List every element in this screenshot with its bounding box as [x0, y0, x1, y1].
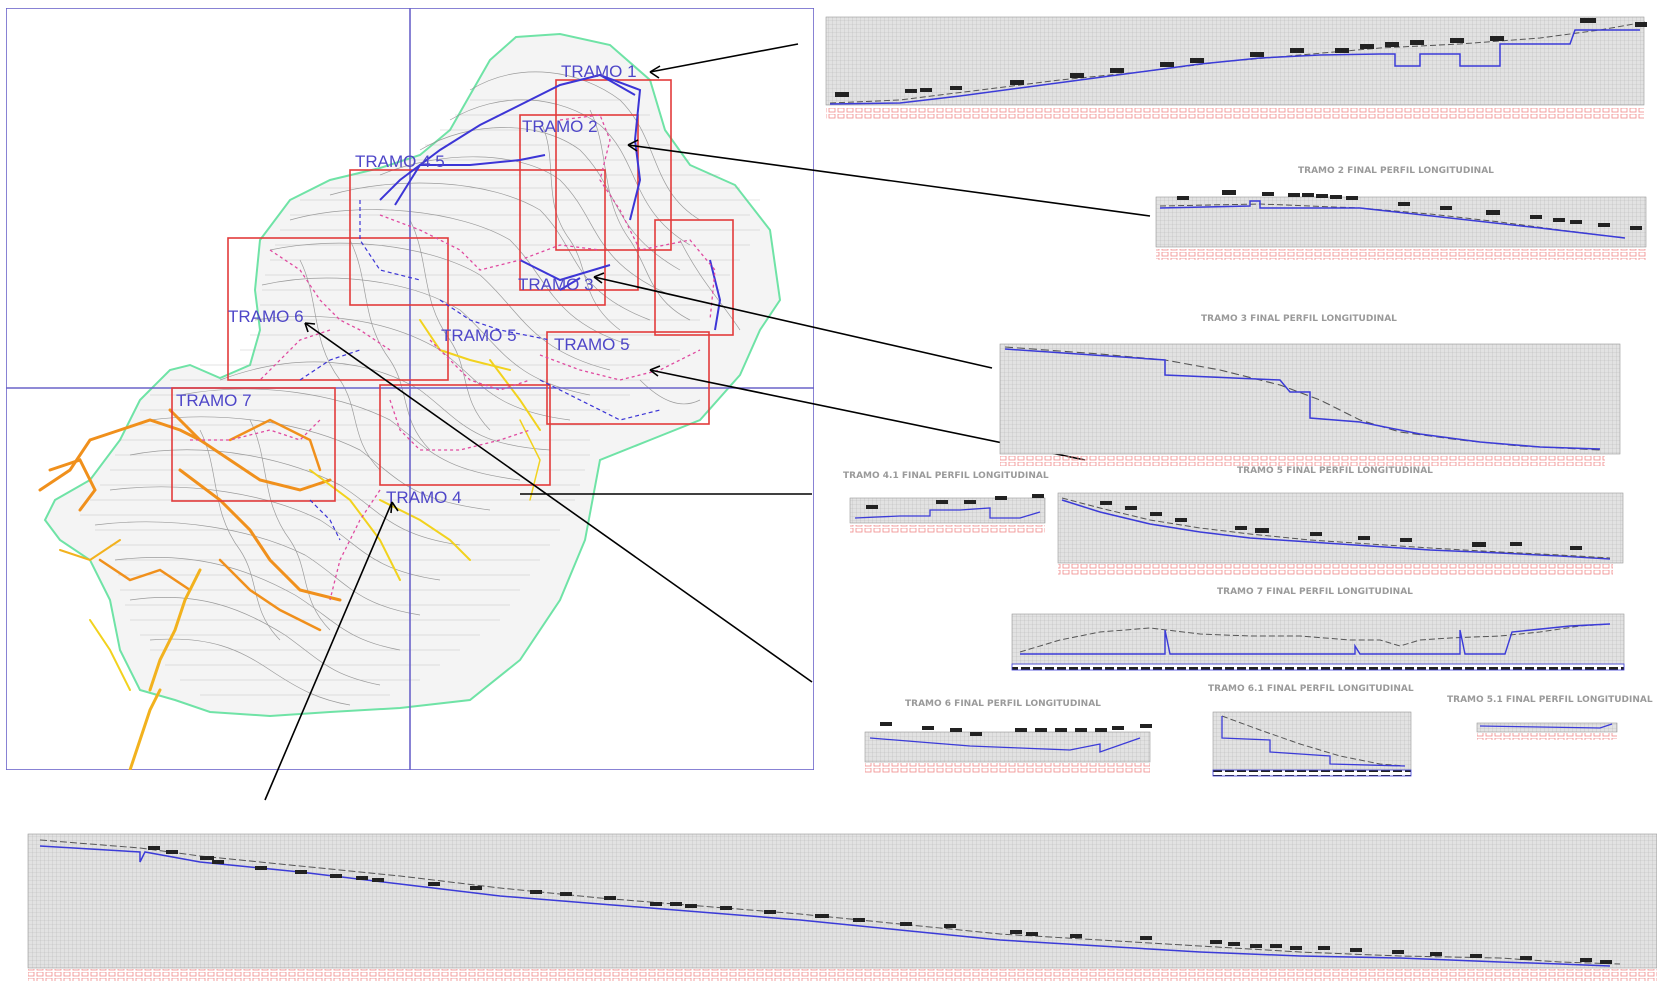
profile-tramo-5-1-stations	[1477, 733, 1617, 740]
map-label-tramo-6: TRAMO 6	[228, 307, 304, 326]
map-label-tramo-4: TRAMO 4	[386, 488, 462, 507]
profile-tramo-4-pipe	[39, 845, 1611, 967]
profile-tramo-2	[1155, 190, 1647, 260]
profile-tramo-6-1-stations	[1212, 769, 1412, 777]
profile-title-tramo-5-1: TRAMO 5.1 FINAL PERFIL LONGITUDINAL	[1447, 695, 1653, 705]
map-label-tramo-2: TRAMO 2	[522, 117, 598, 136]
profile-tramo-2-markers	[1177, 190, 1642, 230]
profile-tramo-5-1	[1476, 722, 1618, 740]
profile-tramo-7-terrain	[1019, 623, 1611, 653]
profile-tramo-5-pipe	[1061, 499, 1611, 560]
profile-tramo-5-1-pipe	[1479, 723, 1613, 729]
profile-title-tramo-6: TRAMO 6 FINAL PERFIL LONGITUDINAL	[905, 699, 1101, 709]
profile-tramo-4-markers	[148, 846, 1612, 964]
profile-tramo-6	[864, 722, 1152, 773]
map-label-tramo-5-b: TRAMO 5	[554, 335, 630, 354]
profile-tramo-5-stations	[1058, 564, 1613, 575]
profile-tramo-4-1	[849, 494, 1046, 534]
profile-tramo-6-markers	[880, 722, 1152, 736]
profile-tramo-6-pipe	[869, 737, 1141, 753]
sewer-network-dashed	[190, 114, 716, 601]
profile-tramo-6-1-terrain	[1221, 715, 1406, 767]
map-label-tramo-1: TRAMO 1	[561, 62, 637, 81]
profile-tramo-3	[999, 343, 1621, 466]
profile-tramo-4	[27, 833, 1657, 981]
profile-tramo-5-grid	[1057, 492, 1624, 564]
profile-tramo-1-markers	[835, 18, 1647, 97]
profile-title-tramo-2: TRAMO 2 FINAL PERFIL LONGITUDINAL	[1298, 166, 1494, 176]
profile-tramo-7	[1011, 613, 1625, 671]
profile-tramo-6-1-grid	[1212, 711, 1412, 771]
sewer-network-blue-dashed	[299, 200, 661, 541]
profile-tramo-3-pipe	[1004, 348, 1601, 450]
profile-tramo-3-stations	[1000, 455, 1605, 466]
profile-tramo-6-1-pipe	[1221, 716, 1406, 767]
profile-tramo-6-stations	[865, 763, 1150, 773]
profile-tramo-5-terrain	[1061, 497, 1611, 559]
profile-title-tramo-3: TRAMO 3 FINAL PERFIL LONGITUDINAL	[1201, 314, 1397, 324]
profile-tramo-4-1-stations	[850, 525, 1045, 534]
profile-tramo-4-stations	[28, 969, 1657, 981]
profile-tramo-2-pipe	[1159, 200, 1626, 239]
profile-tramo-4-terrain	[39, 839, 1621, 965]
profile-tramo-4-1-markers	[866, 494, 1044, 509]
profile-tramo-4-grid	[27, 833, 1657, 969]
profile-tramo-2-stations	[1156, 249, 1646, 260]
profile-tramo-5-markers	[1100, 501, 1582, 550]
site-plan-map: TRAMO 1 TRAMO 2 TRAMO 4 5 TRAMO 3 TRAMO …	[6, 8, 814, 770]
map-label-tramo-3: TRAMO 3	[518, 275, 594, 294]
profile-tramo-6-1	[1212, 711, 1412, 777]
profile-tramo-4-1-pipe	[854, 507, 1041, 519]
profile-title-tramo-7: TRAMO 7 FINAL PERFIL LONGITUDINAL	[1217, 587, 1413, 597]
map-label-tramo-4-5: TRAMO 4 5	[355, 152, 445, 171]
profile-tramo-7-stations	[1011, 663, 1625, 671]
map-label-tramo-5-a: TRAMO 5	[441, 326, 517, 345]
profile-tramo-7-grid	[1011, 613, 1625, 665]
site-boundary	[43, 32, 782, 718]
map-label-tramo-7: TRAMO 7	[176, 391, 252, 410]
profile-title-tramo-6-1: TRAMO 6.1 FINAL PERFIL LONGITUDINAL	[1208, 684, 1414, 694]
profile-tramo-1	[825, 16, 1647, 120]
profile-tramo-5	[1057, 492, 1624, 575]
profile-tramo-1-pipe	[829, 29, 1640, 105]
profile-tramo-7-pipe	[1020, 623, 1611, 655]
profile-title-tramo-4-1: TRAMO 4.1 FINAL PERFIL LONGITUDINAL	[843, 471, 1049, 481]
profile-tramo-1-stations	[826, 108, 1644, 120]
profile-title-tramo-5: TRAMO 5 FINAL PERFIL LONGITUDINAL	[1237, 466, 1433, 476]
roads-network	[38, 319, 541, 770]
sewer-network	[379, 73, 722, 331]
